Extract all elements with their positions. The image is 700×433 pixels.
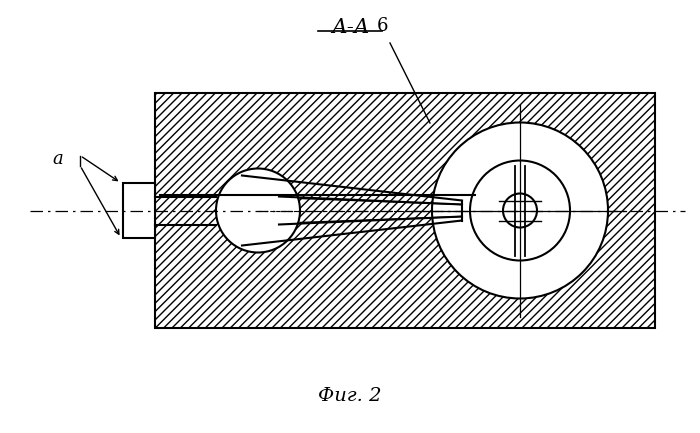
- Text: Фиг. 2: Фиг. 2: [318, 387, 382, 405]
- Bar: [155, 93, 655, 328]
- Circle shape: [432, 123, 608, 298]
- Text: 6: 6: [377, 17, 388, 35]
- Text: А-А: А-А: [330, 18, 370, 37]
- Bar: [123, 183, 155, 238]
- Circle shape: [503, 194, 537, 227]
- Circle shape: [216, 168, 300, 252]
- Text: а: а: [52, 149, 64, 168]
- Bar: [155, 93, 655, 328]
- Circle shape: [470, 161, 570, 261]
